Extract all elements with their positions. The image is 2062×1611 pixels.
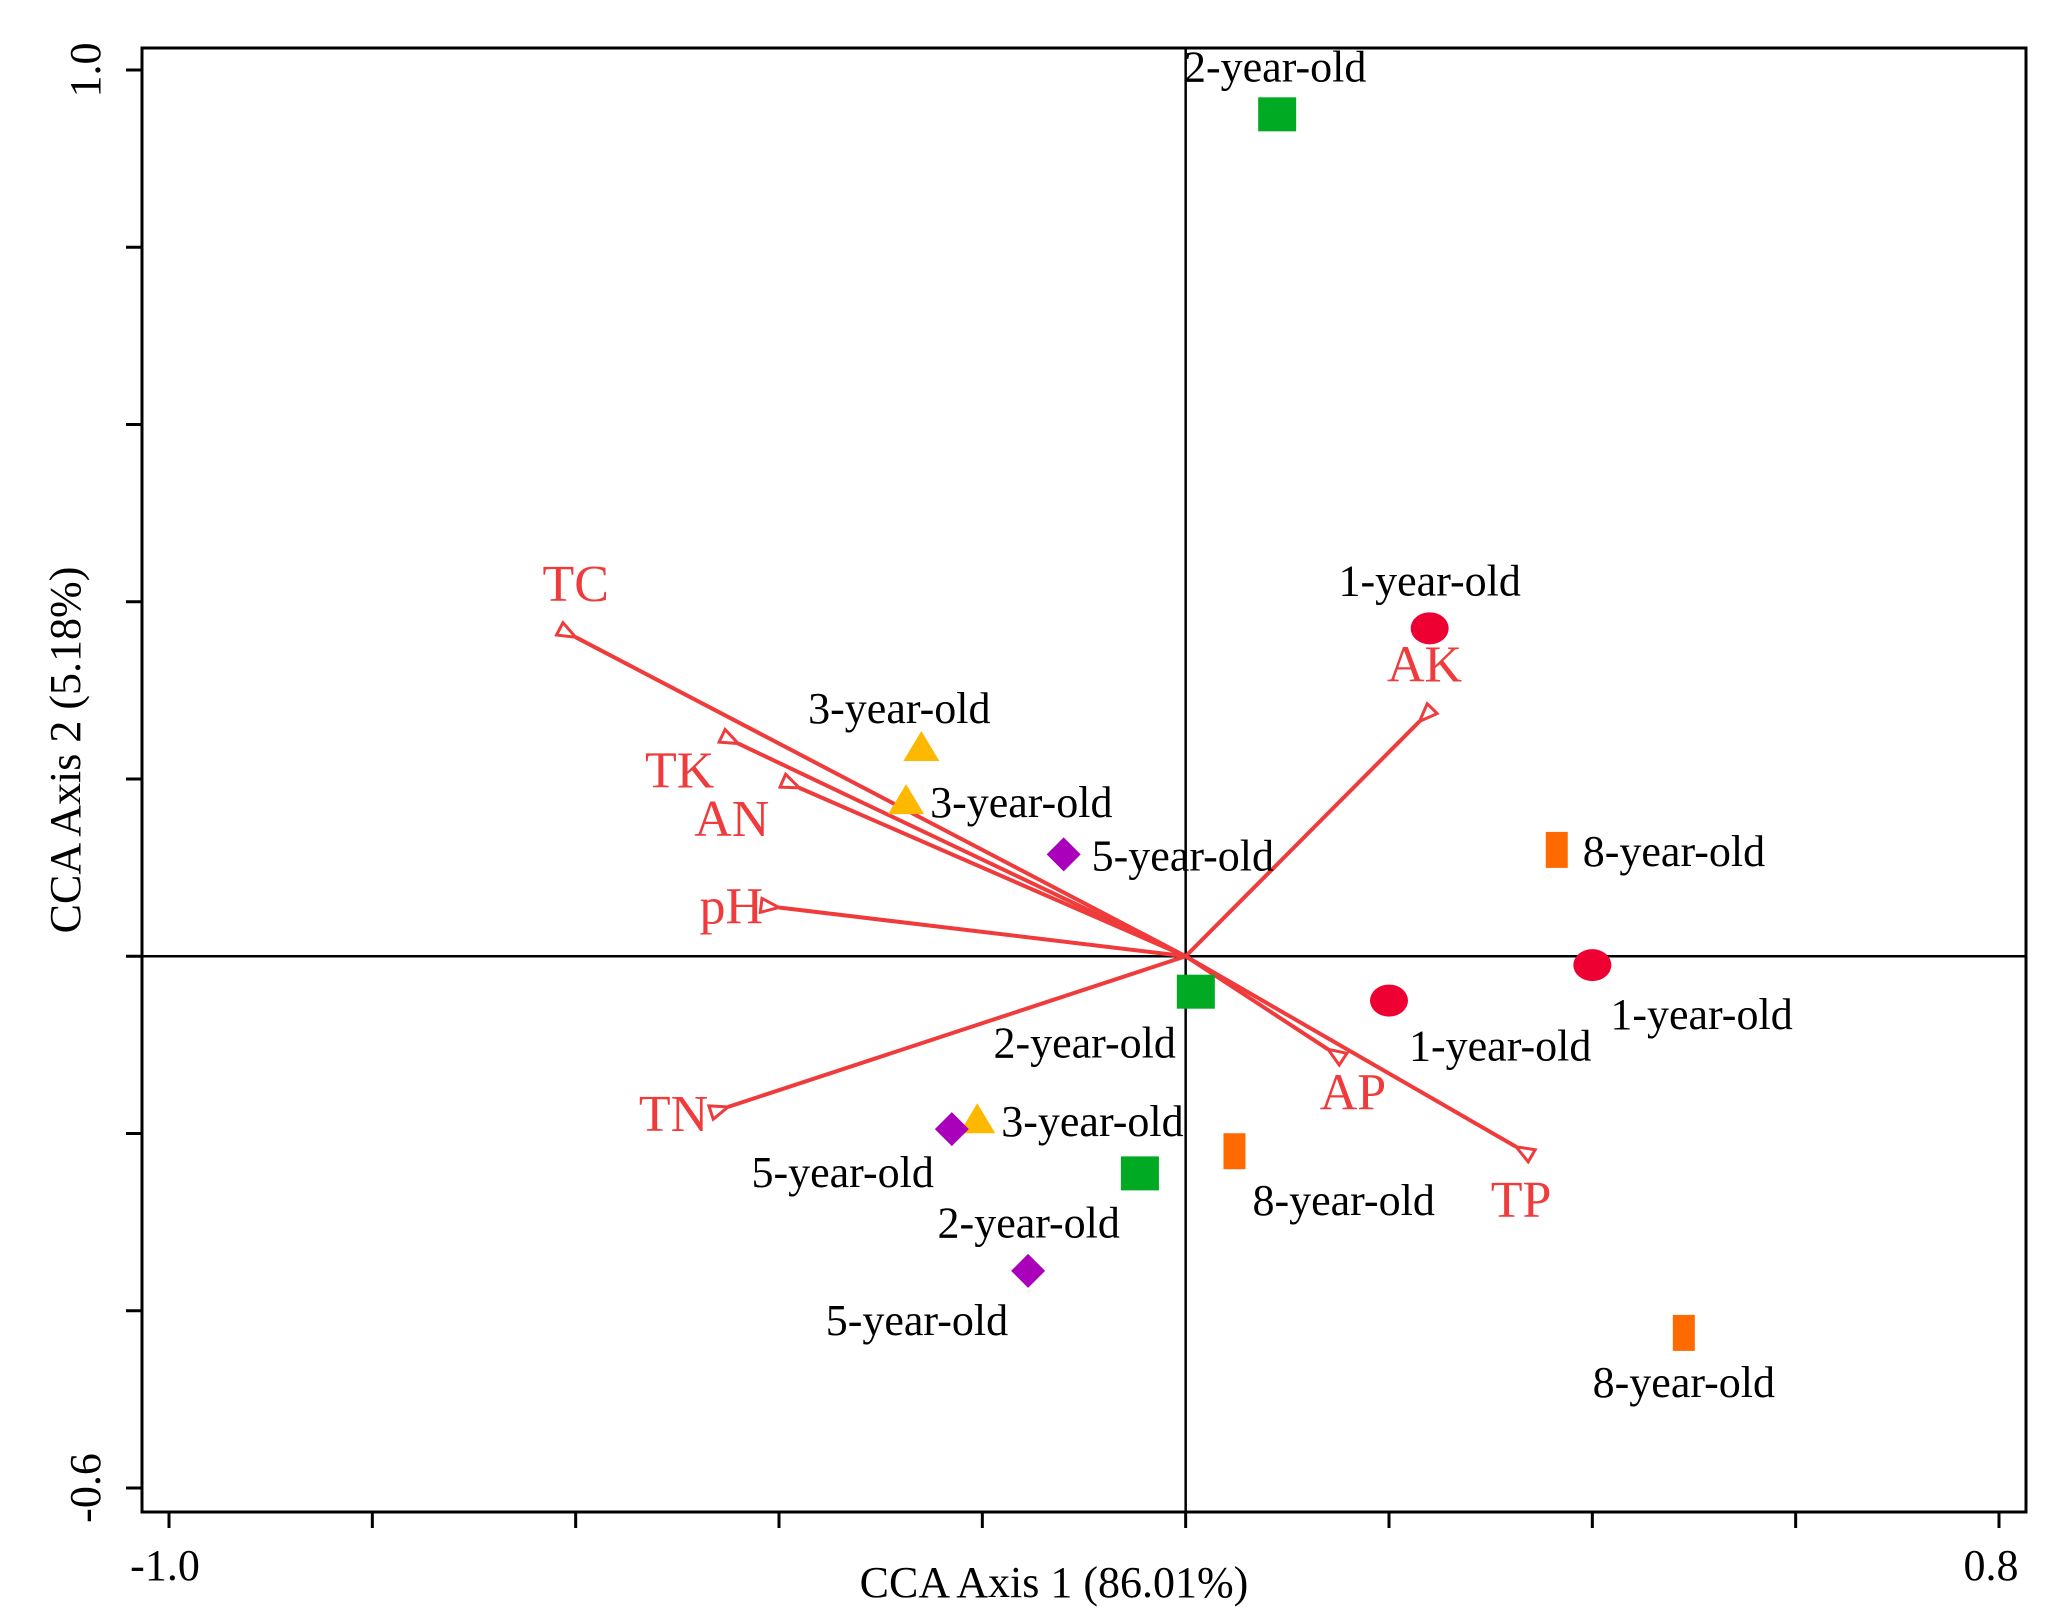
env-label-tp: TP	[1491, 1172, 1552, 1229]
env-vector-ph	[779, 908, 1186, 959]
marker-3-year-old-3	[959, 1103, 996, 1134]
marker-3-year-old-2	[888, 784, 925, 815]
env-vector-ak	[1184, 721, 1420, 958]
sample-label-1-year-old-2: 1-year-old	[1409, 1022, 1591, 1071]
marker-1-year-old-1	[1410, 612, 1449, 645]
env-vector-an	[799, 788, 1187, 959]
marker-5-year-old-3	[1011, 1253, 1046, 1288]
marker-2-year-old-2	[1176, 974, 1215, 1009]
sample-label-3-year-old-3: 3-year-old	[1001, 1097, 1183, 1146]
env-label-tk: TK	[645, 743, 715, 800]
x-axis-title: CCA Axis 1 (86.01%)	[860, 1558, 1249, 1607]
sample-label-1-year-old-3: 1-year-old	[1610, 990, 1792, 1039]
marker-5-year-old-2	[934, 1112, 969, 1147]
x-tick-label-max: 0.8	[1964, 1541, 2019, 1590]
y-axis-title: CCA Axis 2 (5.18%)	[41, 567, 90, 934]
env-vector-tk	[738, 744, 1187, 959]
chart-text: -1.0 0.8 1.0 -0.6 CCA Axis 1 (86.01%) CCA Axi…	[41, 42, 2019, 1607]
env-vector-tn	[728, 954, 1187, 1107]
sample-label-8-year-old-3: 8-year-old	[1593, 1358, 1775, 1407]
env-label-tc: TC	[542, 556, 608, 613]
y-tick-label-max: 1.0	[61, 43, 110, 98]
env-label-an: AN	[694, 791, 769, 848]
sample-label-2-year-old-3: 2-year-old	[938, 1198, 1120, 1247]
marker-1-year-old-2	[1370, 984, 1408, 1017]
env-label-ph: pH	[699, 879, 763, 936]
sample-label-8-year-old-1: 8-year-old	[1583, 827, 1765, 876]
environment-vectors	[576, 637, 1516, 1147]
plot-frame	[126, 46, 2028, 1528]
env-vector-tc	[576, 637, 1187, 959]
sample-label-1-year-old-1: 1-year-old	[1338, 556, 1520, 605]
sample-label-5-year-old-2: 5-year-old	[751, 1148, 933, 1197]
sample-label-8-year-old-2: 8-year-old	[1252, 1176, 1434, 1225]
marker-2-year-old-3	[1120, 1156, 1159, 1191]
env-label-ak: AK	[1387, 636, 1463, 693]
y-tick-label-min: -0.6	[61, 1453, 110, 1523]
marker-5-year-old-1	[1046, 837, 1081, 872]
marker-1-year-old-3	[1573, 949, 1612, 982]
env-label-tn: TN	[639, 1086, 708, 1143]
env-label-ap: AP	[1320, 1064, 1386, 1121]
sample-label-2-year-old-2: 2-year-old	[993, 1019, 1175, 1068]
x-tick-label-min: -1.0	[130, 1541, 200, 1590]
marker-2-year-old-1	[1258, 97, 1297, 132]
marker-8-year-old-1	[1545, 831, 1568, 868]
sample-label-3-year-old-1: 3-year-old	[808, 684, 990, 733]
marker-8-year-old-2	[1223, 1133, 1246, 1170]
env-vector-tp	[1184, 954, 1516, 1147]
marker-8-year-old-3	[1672, 1314, 1695, 1351]
sample-label-2-year-old-1: 2-year-old	[1184, 42, 1366, 91]
sample-points	[888, 97, 1695, 1351]
marker-3-year-old-1	[903, 730, 940, 761]
sample-label-3-year-old-2: 3-year-old	[930, 778, 1112, 827]
sample-label-5-year-old-3: 5-year-old	[826, 1296, 1008, 1345]
sample-label-5-year-old-1: 5-year-old	[1092, 831, 1274, 880]
